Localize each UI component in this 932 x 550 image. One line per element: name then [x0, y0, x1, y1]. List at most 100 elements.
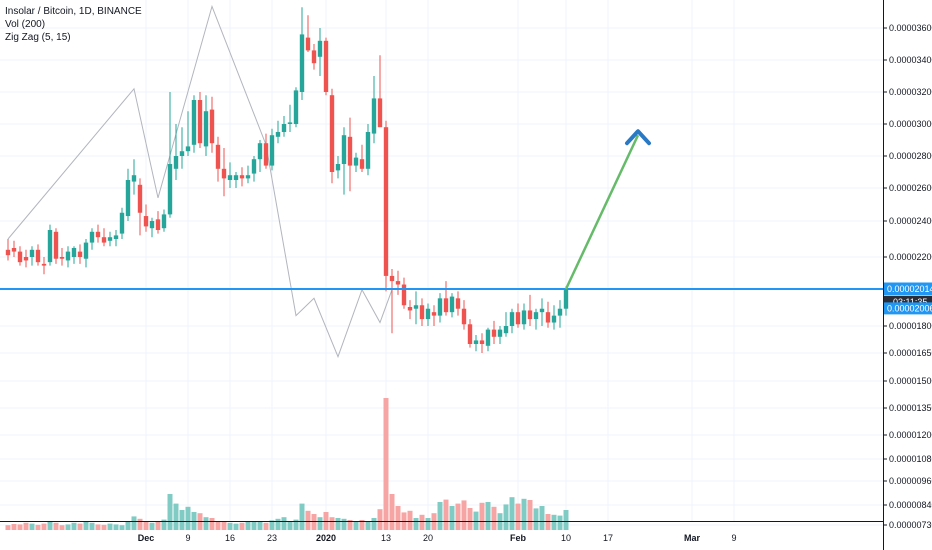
candle-body[interactable]	[221, 168, 227, 179]
candle-body[interactable]	[203, 111, 209, 147]
candle-body[interactable]	[425, 308, 431, 320]
plot-area[interactable]	[0, 0, 883, 521]
candle-body[interactable]	[161, 214, 167, 229]
candle-body[interactable]	[101, 237, 107, 243]
candle-body[interactable]	[485, 329, 491, 346]
candle-body[interactable]	[317, 40, 323, 57]
candle-body[interactable]	[287, 122, 293, 124]
candle-body[interactable]	[209, 109, 215, 144]
candle-body[interactable]	[197, 100, 203, 144]
candle-body[interactable]	[551, 315, 557, 323]
candle-body[interactable]	[515, 312, 521, 325]
candle-body[interactable]	[227, 175, 233, 180]
candle-body[interactable]	[269, 135, 275, 166]
candle-body[interactable]	[383, 127, 389, 276]
legend-volume[interactable]: Vol (200)	[5, 19, 46, 30]
candle-body[interactable]	[545, 312, 551, 323]
candle-body[interactable]	[449, 296, 455, 313]
candle-body[interactable]	[239, 175, 245, 179]
candle-body[interactable]	[131, 175, 137, 182]
candle-body[interactable]	[245, 175, 251, 179]
candle-body[interactable]	[377, 98, 383, 128]
legend-zigzag[interactable]: Zig Zag (5, 15)	[5, 32, 71, 43]
candle-body[interactable]	[329, 95, 335, 172]
candle-body[interactable]	[557, 308, 563, 316]
level-price-tag[interactable]	[884, 282, 932, 296]
candle-body[interactable]	[341, 135, 347, 164]
candle-body[interactable]	[173, 156, 179, 169]
candle-body[interactable]	[77, 251, 83, 257]
candle-body[interactable]	[527, 310, 533, 320]
candle-body[interactable]	[275, 132, 281, 137]
candle-body[interactable]	[347, 136, 353, 166]
candle-body[interactable]	[509, 312, 515, 326]
candle-body[interactable]	[71, 248, 77, 257]
candle-body[interactable]	[59, 257, 65, 259]
candle-body[interactable]	[413, 305, 419, 309]
candle-body[interactable]	[89, 231, 95, 243]
candle-body[interactable]	[359, 159, 365, 169]
candle-body[interactable]	[371, 98, 377, 134]
candle-body[interactable]	[299, 34, 305, 92]
candle-body[interactable]	[251, 159, 257, 174]
candle-body[interactable]	[437, 298, 443, 316]
candle-body[interactable]	[35, 249, 41, 263]
candle-body[interactable]	[53, 231, 59, 259]
candle-body[interactable]	[503, 326, 509, 334]
candle-body[interactable]	[29, 249, 35, 257]
candle-body[interactable]	[407, 306, 413, 311]
candle-body[interactable]	[473, 340, 479, 344]
candle-body[interactable]	[263, 143, 269, 166]
candle-body[interactable]	[431, 312, 437, 316]
candle-body[interactable]	[311, 50, 317, 64]
candle-body[interactable]	[191, 100, 197, 145]
candle-body[interactable]	[497, 329, 503, 337]
candle-body[interactable]	[257, 143, 263, 160]
candle-body[interactable]	[539, 308, 545, 313]
legend-symbol[interactable]: Insolar / Bitcoin, 1D, BINANCE	[5, 6, 142, 17]
candle-body[interactable]	[23, 257, 29, 261]
candle-body[interactable]	[137, 184, 143, 213]
candle-body[interactable]	[467, 324, 473, 344]
candle-body[interactable]	[95, 231, 101, 238]
candle-body[interactable]	[353, 157, 359, 166]
candle-body[interactable]	[143, 216, 149, 227]
candle-body[interactable]	[167, 164, 173, 215]
candle-body[interactable]	[11, 248, 17, 252]
candle-body[interactable]	[365, 132, 371, 169]
candle-body[interactable]	[83, 242, 89, 259]
candle-body[interactable]	[179, 151, 185, 156]
candle-body[interactable]	[233, 175, 239, 180]
candle-body[interactable]	[491, 329, 497, 337]
candle-body[interactable]	[293, 90, 299, 124]
candle-body[interactable]	[17, 251, 23, 263]
candle-body[interactable]	[281, 124, 287, 132]
candle-body[interactable]	[185, 146, 191, 152]
last-price-tag[interactable]	[884, 302, 932, 315]
candle-body[interactable]	[533, 312, 539, 320]
candle-body[interactable]	[563, 289, 569, 309]
candle-body[interactable]	[5, 249, 11, 256]
candle-body[interactable]	[461, 308, 467, 325]
candle-body[interactable]	[113, 235, 119, 239]
candle-body[interactable]	[443, 298, 449, 313]
candle-body[interactable]	[47, 230, 53, 263]
candle-body[interactable]	[395, 281, 401, 285]
candle-body[interactable]	[521, 310, 527, 325]
candle-body[interactable]	[401, 284, 407, 306]
candle-body[interactable]	[215, 144, 221, 169]
candle-body[interactable]	[65, 251, 71, 261]
candle-body[interactable]	[107, 237, 113, 241]
candle-body[interactable]	[335, 164, 341, 171]
candle-body[interactable]	[323, 40, 329, 92]
candle-body[interactable]	[155, 219, 161, 230]
projection-arrow-head[interactable]	[625, 129, 651, 146]
candle-body[interactable]	[455, 298, 461, 309]
candle-body[interactable]	[125, 180, 131, 217]
candle-body[interactable]	[149, 221, 155, 229]
candle-body[interactable]	[389, 275, 395, 282]
candle-body[interactable]	[41, 263, 47, 266]
candle-body[interactable]	[479, 340, 485, 344]
candle-body[interactable]	[119, 212, 125, 234]
